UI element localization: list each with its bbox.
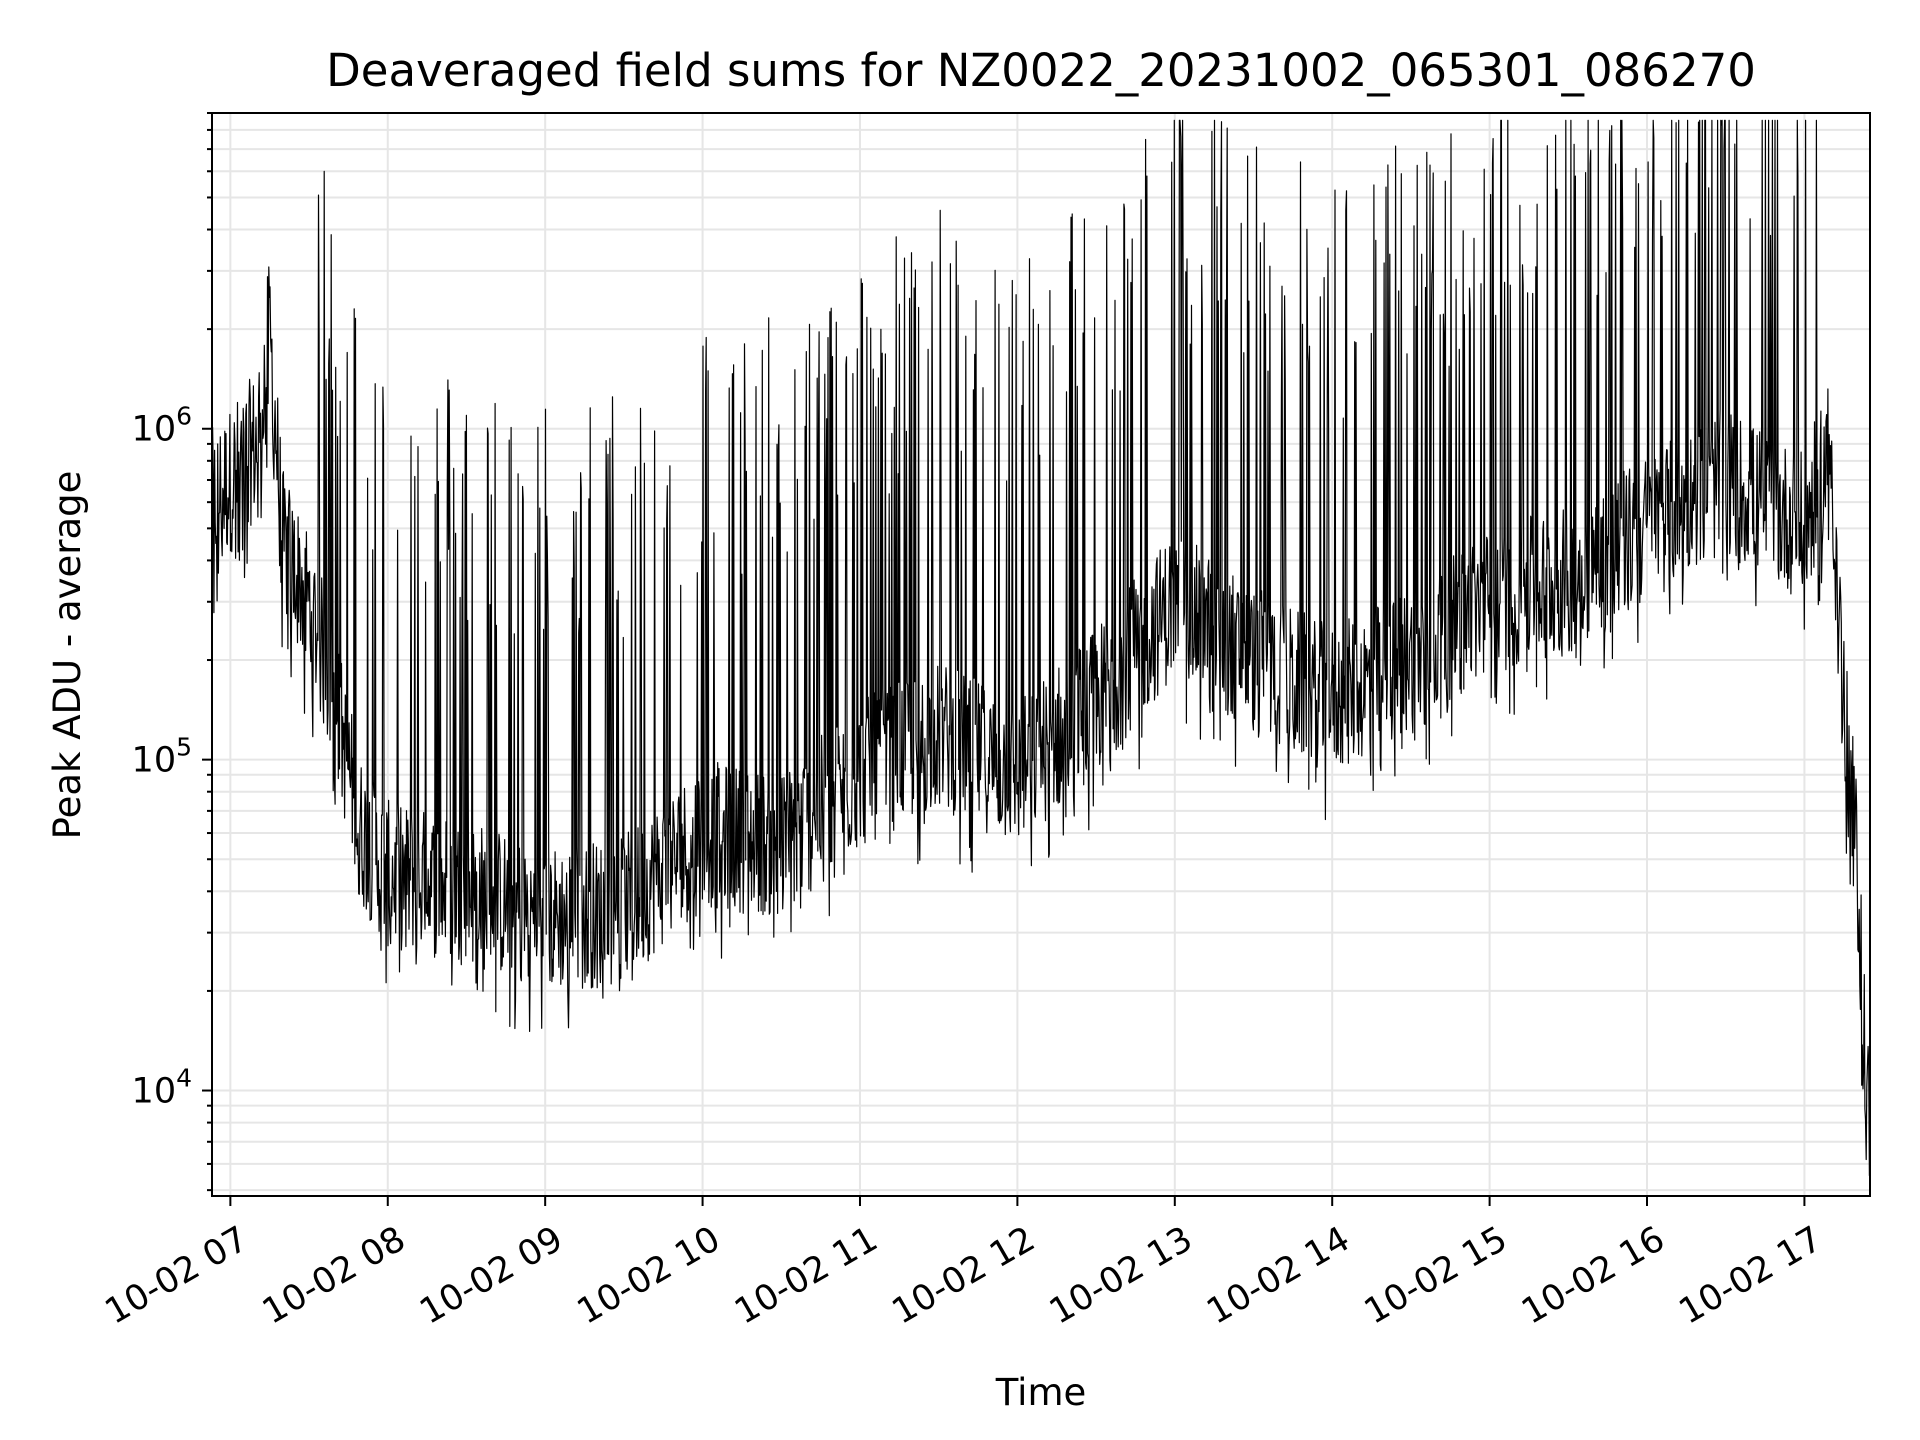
x-tick-label: 10-02 09 — [413, 1219, 569, 1332]
plot-frame — [211, 112, 1871, 1197]
y-tick-label: 104 — [132, 1064, 192, 1112]
x-axis-label: Time — [995, 1371, 1087, 1414]
x-tick-label: 10-02 15 — [1358, 1219, 1514, 1332]
x-tick-label: 10-02 16 — [1515, 1219, 1671, 1332]
x-tick-label: 10-02 07 — [99, 1219, 255, 1332]
x-tick-label: 10-02 14 — [1200, 1219, 1356, 1332]
y-tick-label: 105 — [132, 733, 192, 781]
x-tick-layer: 10-02 07 10-02 08 10-02 09 10-02 10 10-02 11… — [99, 1196, 1829, 1332]
x-tick-label: 10-02 13 — [1043, 1219, 1199, 1332]
x-tick-label: 10-02 12 — [886, 1219, 1042, 1332]
series-layer — [211, 119, 1871, 1177]
x-tick-label: 10-02 10 — [571, 1219, 727, 1332]
y-axis-label: Peak ADU - average — [46, 471, 89, 840]
series-line — [211, 119, 1871, 1177]
y-tick-layer: 104 105 106 — [132, 112, 212, 1192]
x-tick-label: 10-02 08 — [256, 1219, 412, 1332]
chart-title: Deaveraged field sums for NZ0022_2023100… — [326, 44, 1756, 97]
x-tick-label: 10-02 17 — [1673, 1219, 1829, 1332]
x-tick-label: 10-02 11 — [728, 1219, 884, 1332]
y-tick-label: 106 — [132, 402, 192, 450]
